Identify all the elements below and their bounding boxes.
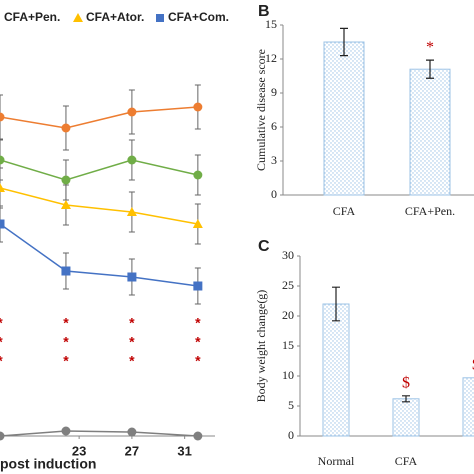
- marker: [0, 431, 5, 441]
- series-line: [0, 106, 198, 129]
- x-tick-label: CFA: [395, 454, 418, 468]
- marker: [0, 155, 5, 165]
- error-bar: [402, 395, 410, 403]
- panel-label: B: [258, 3, 270, 20]
- marker: [60, 200, 71, 209]
- y-tick-label: 9: [271, 85, 277, 99]
- error-bar: [0, 167, 3, 209]
- significance-mark: *: [195, 353, 201, 369]
- significance-mark: $: [472, 356, 474, 373]
- y-tick-label: 15: [265, 17, 277, 31]
- marker: [61, 123, 71, 133]
- marker: [193, 281, 203, 291]
- marker: [0, 183, 5, 192]
- x-axis-label: post induction: [0, 456, 96, 472]
- significance-mark: *: [0, 315, 3, 331]
- y-tick-label: 0: [271, 187, 277, 201]
- bar: [322, 303, 350, 437]
- significance-mark: *: [195, 315, 201, 331]
- panel-label: C: [258, 238, 270, 255]
- bar: [462, 377, 474, 437]
- significance-mark: *: [195, 334, 201, 350]
- bar: [409, 68, 451, 196]
- error-bar: [340, 27, 348, 57]
- significance-mark: $: [402, 374, 410, 391]
- x-tick-label: 23: [72, 443, 86, 458]
- significance-mark: *: [426, 39, 434, 56]
- legend-marker: [73, 13, 83, 22]
- y-axis-label: Cumulative disease score: [254, 49, 268, 171]
- significance-mark: *: [129, 334, 135, 350]
- marker: [61, 426, 71, 436]
- significance-mark: *: [63, 315, 69, 331]
- bar: [392, 398, 420, 437]
- y-tick-label: 12: [265, 51, 277, 65]
- y-tick-label: 30: [282, 248, 294, 262]
- y-tick-label: 0: [288, 428, 294, 442]
- x-tick-label: CFA: [333, 204, 356, 218]
- error-bar: [332, 286, 340, 322]
- marker: [193, 102, 203, 112]
- marker: [0, 219, 5, 229]
- y-tick-label: 3: [271, 153, 277, 167]
- significance-mark: *: [0, 353, 3, 369]
- significance-mark: *: [0, 334, 3, 350]
- marker: [127, 107, 137, 117]
- significance-mark: *: [129, 353, 135, 369]
- error-bar: [0, 205, 3, 243]
- significance-mark: *: [129, 315, 135, 331]
- marker: [0, 112, 5, 122]
- marker: [193, 170, 203, 180]
- legend-label: CFA+Pen.: [4, 10, 60, 24]
- marker: [61, 175, 71, 185]
- x-tick-label: CFA+Pen.: [405, 204, 455, 218]
- x-tick-label: 31: [177, 443, 191, 458]
- y-tick-label: 5: [288, 398, 294, 412]
- legend-label: CFA+Ator.: [86, 10, 144, 24]
- y-axis-label: Body weight change(g): [254, 290, 268, 403]
- y-tick-label: 15: [282, 338, 294, 352]
- error-bar: [426, 59, 434, 79]
- series-line: [0, 223, 198, 287]
- marker: [127, 155, 137, 165]
- y-tick-label: 6: [271, 119, 277, 133]
- bar: [323, 41, 365, 196]
- marker: [192, 219, 203, 228]
- marker: [126, 207, 137, 216]
- marker: [127, 272, 137, 282]
- x-tick-label: 27: [125, 443, 139, 458]
- y-tick-label: 25: [282, 278, 294, 292]
- legend-label: CFA+Com.: [168, 10, 229, 24]
- series-line: [0, 159, 199, 181]
- legend-marker: [156, 14, 164, 22]
- significance-mark: *: [63, 353, 69, 369]
- significance-mark: *: [63, 334, 69, 350]
- series-line: [0, 187, 198, 225]
- y-tick-label: 20: [282, 308, 294, 322]
- series-line: [0, 430, 198, 437]
- x-tick-label: Normal: [318, 454, 355, 468]
- error-bar: [0, 94, 3, 140]
- marker: [193, 431, 203, 441]
- error-bar: [0, 139, 3, 181]
- marker: [127, 427, 137, 437]
- y-tick-label: 10: [282, 368, 294, 382]
- marker: [61, 266, 71, 276]
